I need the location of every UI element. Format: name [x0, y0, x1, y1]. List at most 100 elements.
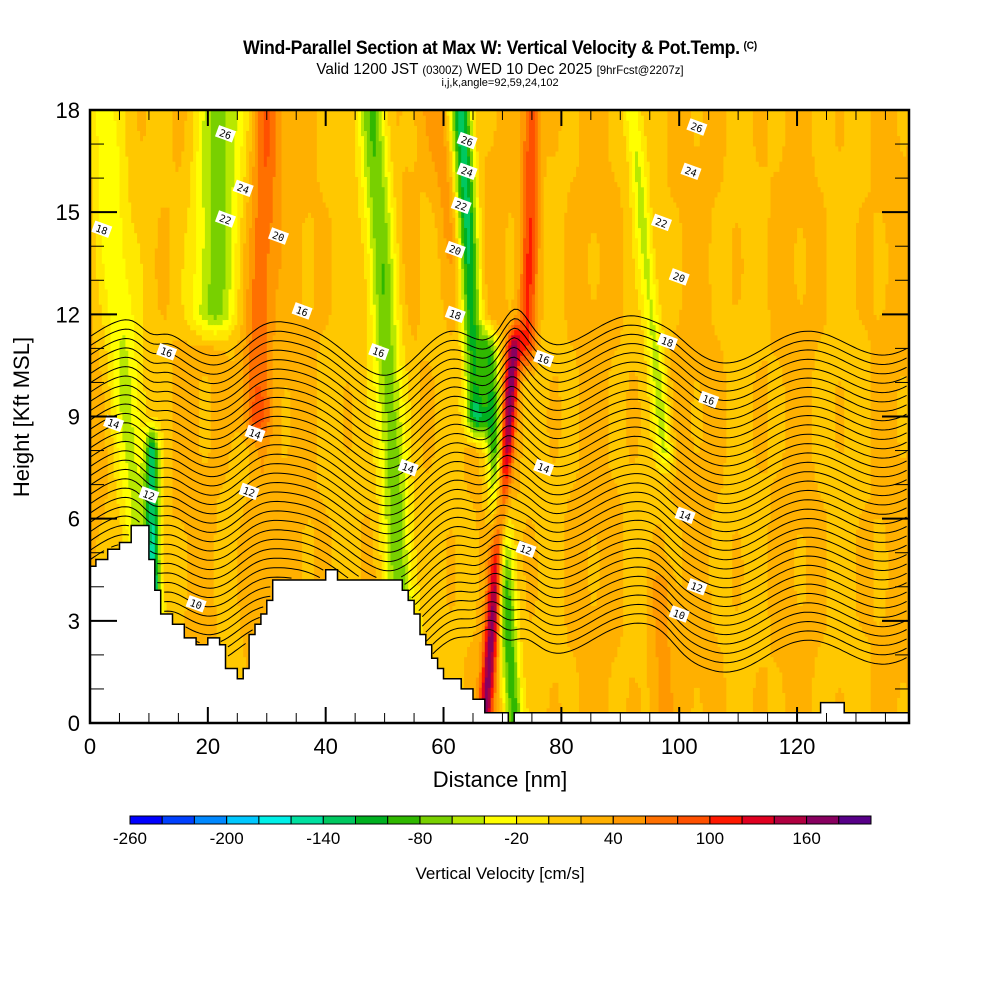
w-cell	[434, 171, 439, 229]
w-cell	[484, 656, 489, 678]
w-cell	[190, 161, 194, 331]
isentrope	[418, 566, 907, 617]
w-cell	[764, 472, 769, 668]
w-cell	[422, 110, 427, 116]
w-cell	[125, 110, 129, 157]
w-cell	[635, 682, 639, 723]
w-cell	[449, 110, 453, 131]
w-cell	[181, 150, 185, 269]
w-cell	[676, 324, 680, 515]
w-cell	[670, 380, 674, 443]
w-cell	[252, 166, 256, 280]
contour-label-box	[698, 390, 720, 409]
w-cell	[900, 682, 904, 723]
w-cell	[526, 518, 530, 612]
w-cell	[505, 580, 509, 663]
w-cell	[378, 140, 383, 346]
w-cell	[190, 345, 194, 723]
w-cell	[505, 661, 509, 693]
w-cell	[508, 549, 512, 571]
w-cell	[490, 687, 495, 698]
w-cell	[487, 150, 492, 315]
contour-label-text: 20	[671, 271, 686, 285]
w-cell	[794, 110, 798, 244]
w-cell	[216, 498, 221, 642]
w-cell	[428, 201, 433, 366]
w-cell	[95, 350, 100, 540]
w-cell	[487, 559, 492, 576]
w-cell	[764, 360, 769, 474]
w-cell	[679, 585, 683, 723]
w-cell	[797, 534, 801, 607]
w-cell	[508, 339, 512, 346]
w-cell	[461, 426, 465, 698]
w-cell	[582, 110, 586, 723]
w-cell	[110, 436, 115, 561]
w-cell	[481, 406, 486, 423]
w-cell	[175, 110, 179, 172]
w-cell	[169, 110, 173, 346]
w-cell	[384, 176, 389, 223]
w-cell	[844, 110, 848, 723]
w-cell	[369, 314, 374, 438]
isentrope	[90, 454, 907, 516]
w-cell	[119, 339, 123, 412]
w-cell	[850, 110, 854, 723]
w-cell	[534, 370, 539, 540]
w-cell	[411, 110, 415, 172]
w-cell	[269, 222, 274, 438]
w-cell	[864, 329, 869, 504]
w-cell	[508, 345, 512, 351]
w-cell	[193, 329, 197, 346]
w-cell	[549, 156, 554, 382]
w-cell	[269, 110, 274, 223]
w-cell	[526, 370, 530, 382]
w-cell	[638, 227, 642, 269]
w-cell	[493, 671, 498, 693]
w-cell	[761, 666, 766, 723]
w-cell	[228, 452, 232, 688]
w-cell	[151, 110, 156, 418]
w-cell	[856, 309, 860, 530]
w-cell	[823, 110, 828, 208]
w-cell	[143, 391, 147, 428]
w-cell	[178, 110, 182, 167]
w-cell	[296, 110, 300, 723]
w-cell	[782, 692, 786, 723]
colorbar-segment	[612, 815, 646, 825]
w-cell	[369, 247, 374, 315]
y-tick-label: 18	[56, 98, 80, 123]
w-cell	[546, 110, 551, 157]
w-cell	[240, 217, 244, 326]
w-cell	[590, 299, 595, 535]
w-cell	[393, 411, 397, 607]
w-cell	[529, 110, 533, 218]
isentrope	[90, 445, 907, 507]
w-cell	[667, 110, 671, 188]
contour-label-text: 12	[518, 543, 533, 557]
w-cell	[623, 135, 627, 723]
w-cell	[658, 110, 663, 305]
w-cell	[255, 217, 259, 387]
w-cell	[705, 110, 710, 723]
w-cell	[369, 196, 374, 249]
w-cell	[104, 110, 109, 290]
w-cell	[420, 442, 424, 617]
w-cell	[322, 110, 327, 203]
w-cell	[676, 585, 680, 723]
w-cell	[570, 110, 574, 183]
w-cell	[487, 365, 492, 392]
w-cell	[387, 212, 392, 264]
valid-utc: (0300Z)	[422, 63, 463, 77]
w-cell	[484, 339, 489, 407]
w-cell	[514, 319, 518, 326]
w-cell	[364, 513, 368, 637]
w-cell	[635, 181, 639, 239]
w-cell	[464, 375, 468, 428]
w-cell	[110, 350, 115, 438]
colorbar-tick-label: -20	[504, 829, 529, 848]
w-cell	[649, 110, 654, 208]
w-cell	[646, 299, 651, 351]
w-cell	[216, 329, 221, 341]
w-cell	[517, 365, 521, 377]
